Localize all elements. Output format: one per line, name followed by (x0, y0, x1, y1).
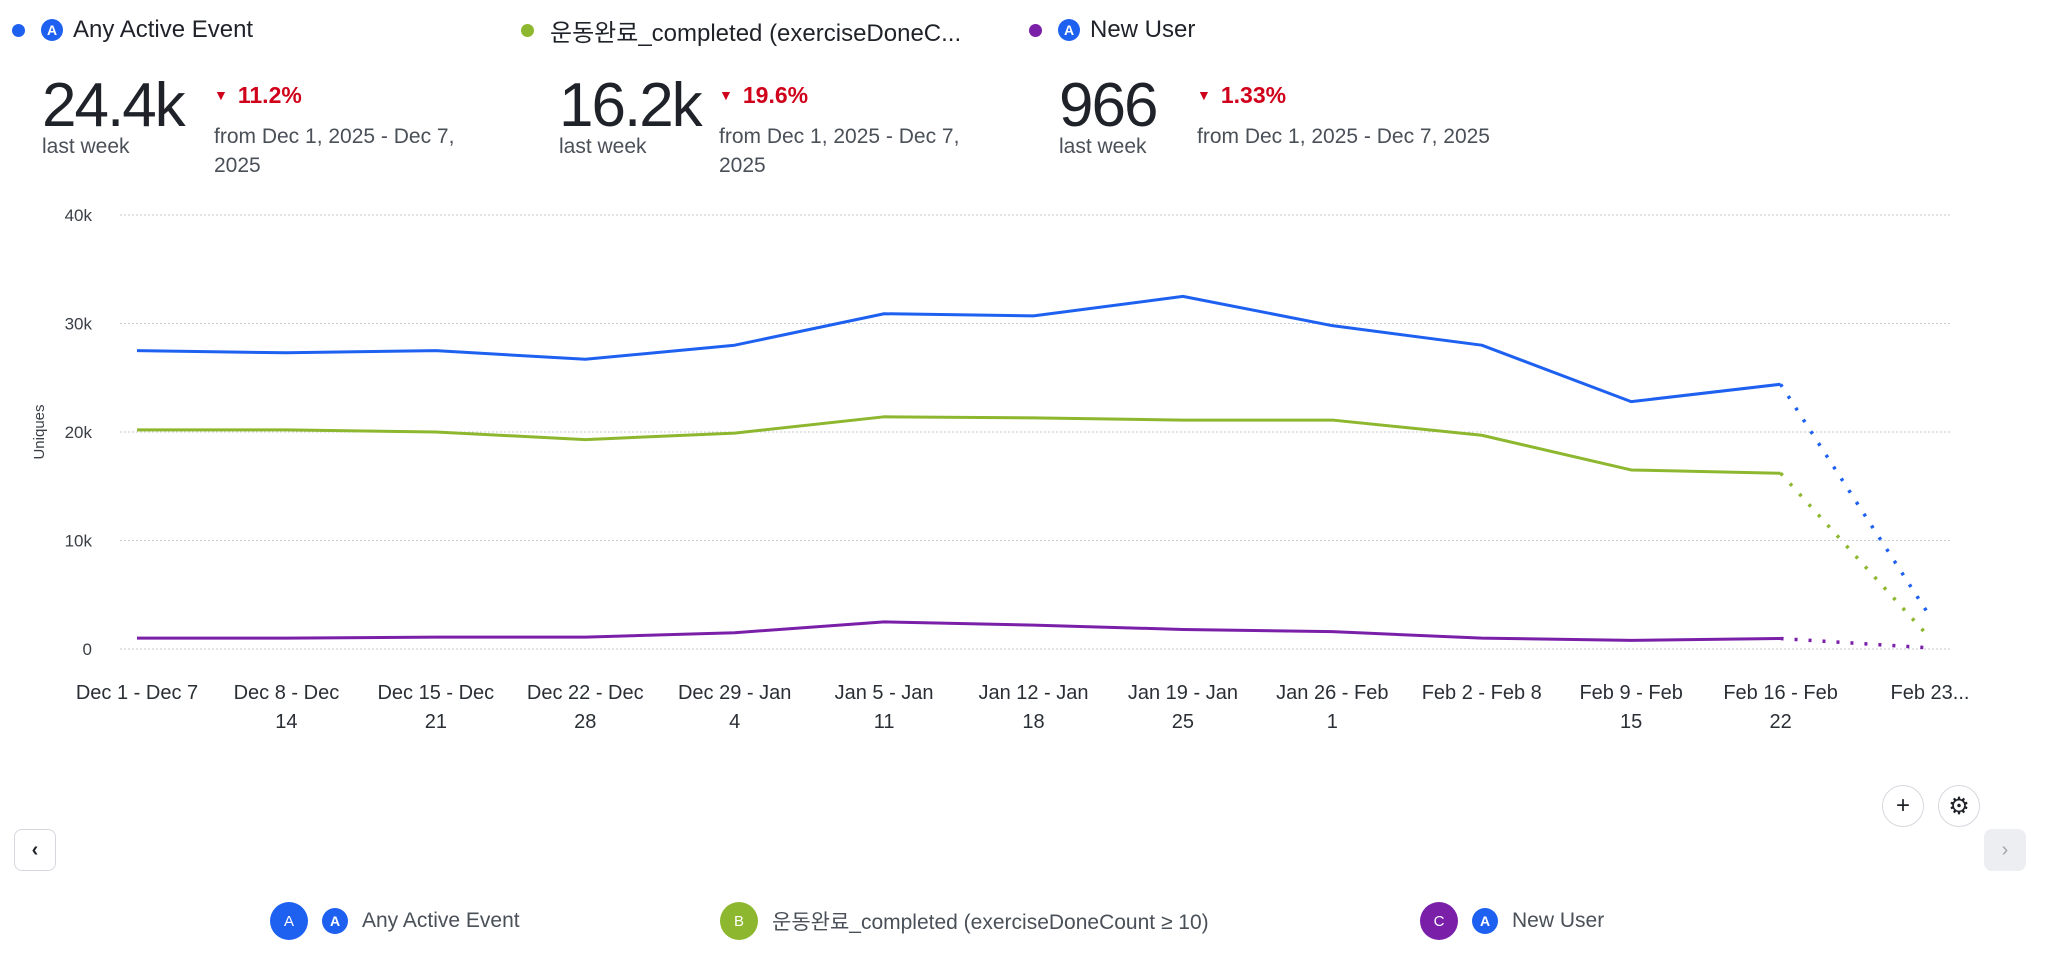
metric-value: 24.4k (42, 71, 186, 140)
legend-label: 운동완료_completed (exerciseDoneCount ≥ 10) (772, 911, 1209, 934)
x-tick-label: Dec 1 - Dec 7 (76, 682, 198, 704)
line-chart: 0 10k 20k 30k 40k Uniques Dec 1 - Dec 7 Dec 8 -… (31, 206, 1970, 733)
chevron-left-icon: ‹ (31, 838, 39, 861)
x-tick-label: Jan 12 - Jan 18 (978, 682, 1088, 733)
metric-period: last week (559, 135, 647, 158)
legend-label: New User (1512, 909, 1605, 932)
metric-change: ▼ 11.2% (214, 82, 302, 108)
x-tick-label: Feb 23... (1891, 682, 1970, 704)
amplitude-icon: A (322, 908, 348, 934)
metric-header[interactable]: A Any Active Event (12, 10, 253, 50)
y-tick-label: 30k (65, 315, 93, 334)
metric-change: ▼ 1.33% (1197, 82, 1287, 108)
x-tick-label: Feb 2 - Feb 8 (1422, 682, 1542, 704)
settings-button[interactable]: ⚙ (1938, 785, 1980, 827)
metric-title: 운동완료_completed (exerciseDoneC... (550, 19, 962, 47)
x-tick-label: Dec 22 - Dec 28 (527, 682, 644, 733)
gear-icon: ⚙ (1948, 792, 1970, 820)
amplitude-icon: A (1472, 908, 1498, 934)
y-tick-label: 40k (65, 206, 93, 225)
metric-card: 운동완료_completed (exerciseDoneC... 16.2k l… (521, 10, 961, 177)
series-dot (521, 23, 534, 37)
y-tick-label: 10k (65, 532, 93, 551)
x-tick-label: Feb 16 - Feb 22 (1723, 682, 1838, 733)
x-tick-label: Feb 9 - Feb 15 (1579, 682, 1682, 733)
y-axis-label: Uniques (31, 404, 48, 459)
series-letter-badge: C (1420, 902, 1458, 940)
metric-header[interactable]: A New User (1029, 10, 1195, 50)
metric-comparison: from Dec 1, 2025 - Dec 7, 2025 (214, 125, 455, 177)
scroll-right-button[interactable]: › (1984, 829, 2026, 871)
metric-title: New User (1090, 16, 1196, 43)
down-triangle-icon: ▼ (1197, 87, 1211, 103)
series-dot (1029, 23, 1042, 37)
metric-period: last week (42, 135, 130, 158)
x-tick-label: Jan 19 - Jan 25 (1128, 682, 1238, 733)
metric-card: A New User 966 last week ▼ 1.33% from Dec … (1029, 10, 1490, 158)
legend-item[interactable]: A A Any Active Event (270, 902, 520, 940)
metric-card: A Any Active Event 24.4k last week ▼ 11.2%… (12, 10, 454, 177)
legend-item[interactable]: B 운동완료_completed (exerciseDoneCount ≥ 10) (720, 902, 1209, 940)
series-incomplete-segment[interactable] (1779, 383, 1932, 618)
series-line[interactable] (137, 620, 1781, 642)
series-incomplete-segment[interactable] (1780, 636, 1931, 650)
series-line[interactable] (136, 294, 1781, 404)
x-tick-label: Dec 8 - Dec 14 (234, 682, 340, 733)
y-tick-label: 20k (65, 423, 93, 442)
down-triangle-icon: ▼ (719, 87, 733, 103)
metric-change: ▼ 19.6% (719, 82, 809, 108)
plus-icon: + (1895, 792, 1910, 819)
metric-header[interactable]: 운동완료_completed (exerciseDoneC... (521, 10, 961, 50)
x-tick-label: Dec 29 - Jan 4 (678, 682, 791, 733)
series-dot (12, 23, 25, 37)
x-tick-label: Jan 5 - Jan 11 (835, 682, 934, 733)
legend-item[interactable]: C A New User (1420, 902, 1604, 940)
chevron-right-icon: › (2001, 838, 2009, 861)
metric-period: last week (1059, 135, 1147, 158)
series-letter-badge: B (720, 902, 758, 940)
series-incomplete-segment[interactable] (1779, 472, 1932, 640)
x-tick-label: Dec 15 - Dec 21 (377, 682, 494, 733)
amplitude-icon: A (1058, 19, 1080, 41)
series-letter-badge: A (270, 902, 308, 940)
y-tick-label: 0 (83, 640, 92, 659)
metric-comparison: from Dec 1, 2025 - Dec 7, 2025 (719, 125, 960, 177)
legend-label: Any Active Event (362, 909, 520, 932)
amplitude-icon: A (41, 19, 63, 41)
add-button[interactable]: + (1882, 785, 1924, 827)
metric-value: 16.2k (559, 71, 703, 140)
x-tick-label: Jan 26 - Feb 1 (1276, 682, 1388, 733)
metric-value: 966 (1059, 71, 1158, 140)
down-triangle-icon: ▼ (214, 87, 228, 103)
metric-title: Any Active Event (73, 16, 254, 43)
series-line[interactable] (137, 415, 1781, 475)
scroll-left-button[interactable]: ‹ (14, 829, 56, 871)
metric-comparison: from Dec 1, 2025 - Dec 7, 2025 (1197, 125, 1490, 148)
